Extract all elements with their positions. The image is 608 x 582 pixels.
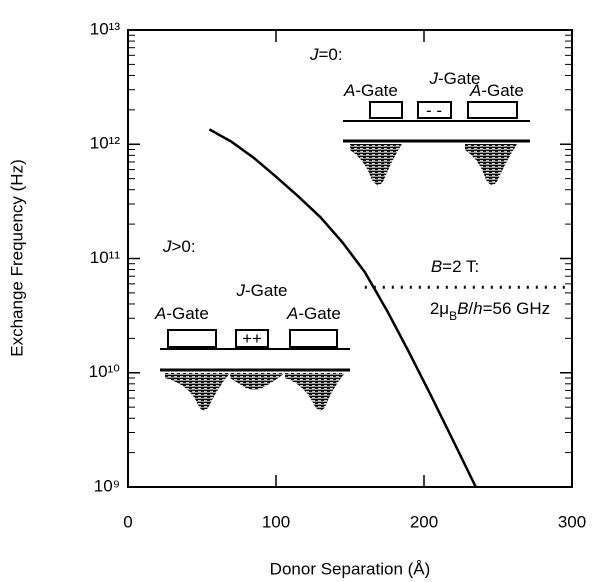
annotation-part: -Gate <box>438 69 481 88</box>
annotation-part: B <box>457 299 468 318</box>
y-tick-label: 10¹⁰ <box>89 362 121 381</box>
x-tick-label: 0 <box>123 512 132 531</box>
annotation: A-Gate <box>154 304 209 323</box>
y-tick-label: 10¹¹ <box>90 248 121 267</box>
annotation: J=0: <box>309 45 343 64</box>
x-tick-label: 200 <box>410 512 438 531</box>
y-axis-title: Exchange Frequency (Hz) <box>7 159 26 356</box>
annotation-part: J <box>162 237 172 256</box>
annotation: ++ <box>242 329 262 348</box>
x-tick-label: 300 <box>558 512 586 531</box>
x-tick-label: 100 <box>262 512 290 531</box>
annotation-part: J <box>428 69 438 88</box>
x-axis-title: Donor Separation (Å) <box>270 559 431 578</box>
annotation-part: B <box>449 309 457 323</box>
annotation: B=2 T: <box>431 257 479 276</box>
annotation-part: J <box>309 45 319 64</box>
annotation: J>0: <box>162 237 196 256</box>
annotation: A-Gate <box>469 81 524 100</box>
annotation-part: =56 GHz <box>483 299 551 318</box>
annotation-part: A <box>469 81 481 100</box>
annotation-part: -Gate <box>298 304 341 323</box>
y-tick-label: 10¹² <box>90 134 121 153</box>
y-tick-label: 10⁹ <box>94 476 120 495</box>
annotation-part: J <box>235 281 245 300</box>
annotation-part: =0: <box>319 45 343 64</box>
annotation: A-Gate <box>286 304 341 323</box>
annotation-part: ++ <box>242 329 262 348</box>
annotation: J-Gate <box>428 69 480 88</box>
annotation: - - <box>426 101 442 120</box>
annotation-part: - - <box>426 101 442 120</box>
gate-diagram-top <box>343 101 530 185</box>
annotation: A-Gate <box>343 81 398 100</box>
annotation: 2μBB/h=56 GHz <box>430 299 550 323</box>
annotation-part: A <box>343 81 355 100</box>
annotation: J-Gate <box>235 281 287 300</box>
annotation-part: 2μ <box>430 299 449 318</box>
annotation-part: -Gate <box>166 304 209 323</box>
y-tick-label: 10¹³ <box>90 19 121 38</box>
annotation-part: -Gate <box>481 81 524 100</box>
annotation-part: =2 T: <box>442 257 479 276</box>
annotation-part: >0: <box>172 237 196 256</box>
annotation-part: A <box>154 304 166 323</box>
annotation-part: A <box>286 304 298 323</box>
annotation-part: / <box>468 299 473 318</box>
gate-diagram-bottom <box>160 329 350 411</box>
annotation-part: B <box>431 257 442 276</box>
data-line <box>208 128 477 488</box>
annotation-part: h <box>473 299 482 318</box>
annotation-part: -Gate <box>245 281 288 300</box>
annotation-part: -Gate <box>355 81 398 100</box>
